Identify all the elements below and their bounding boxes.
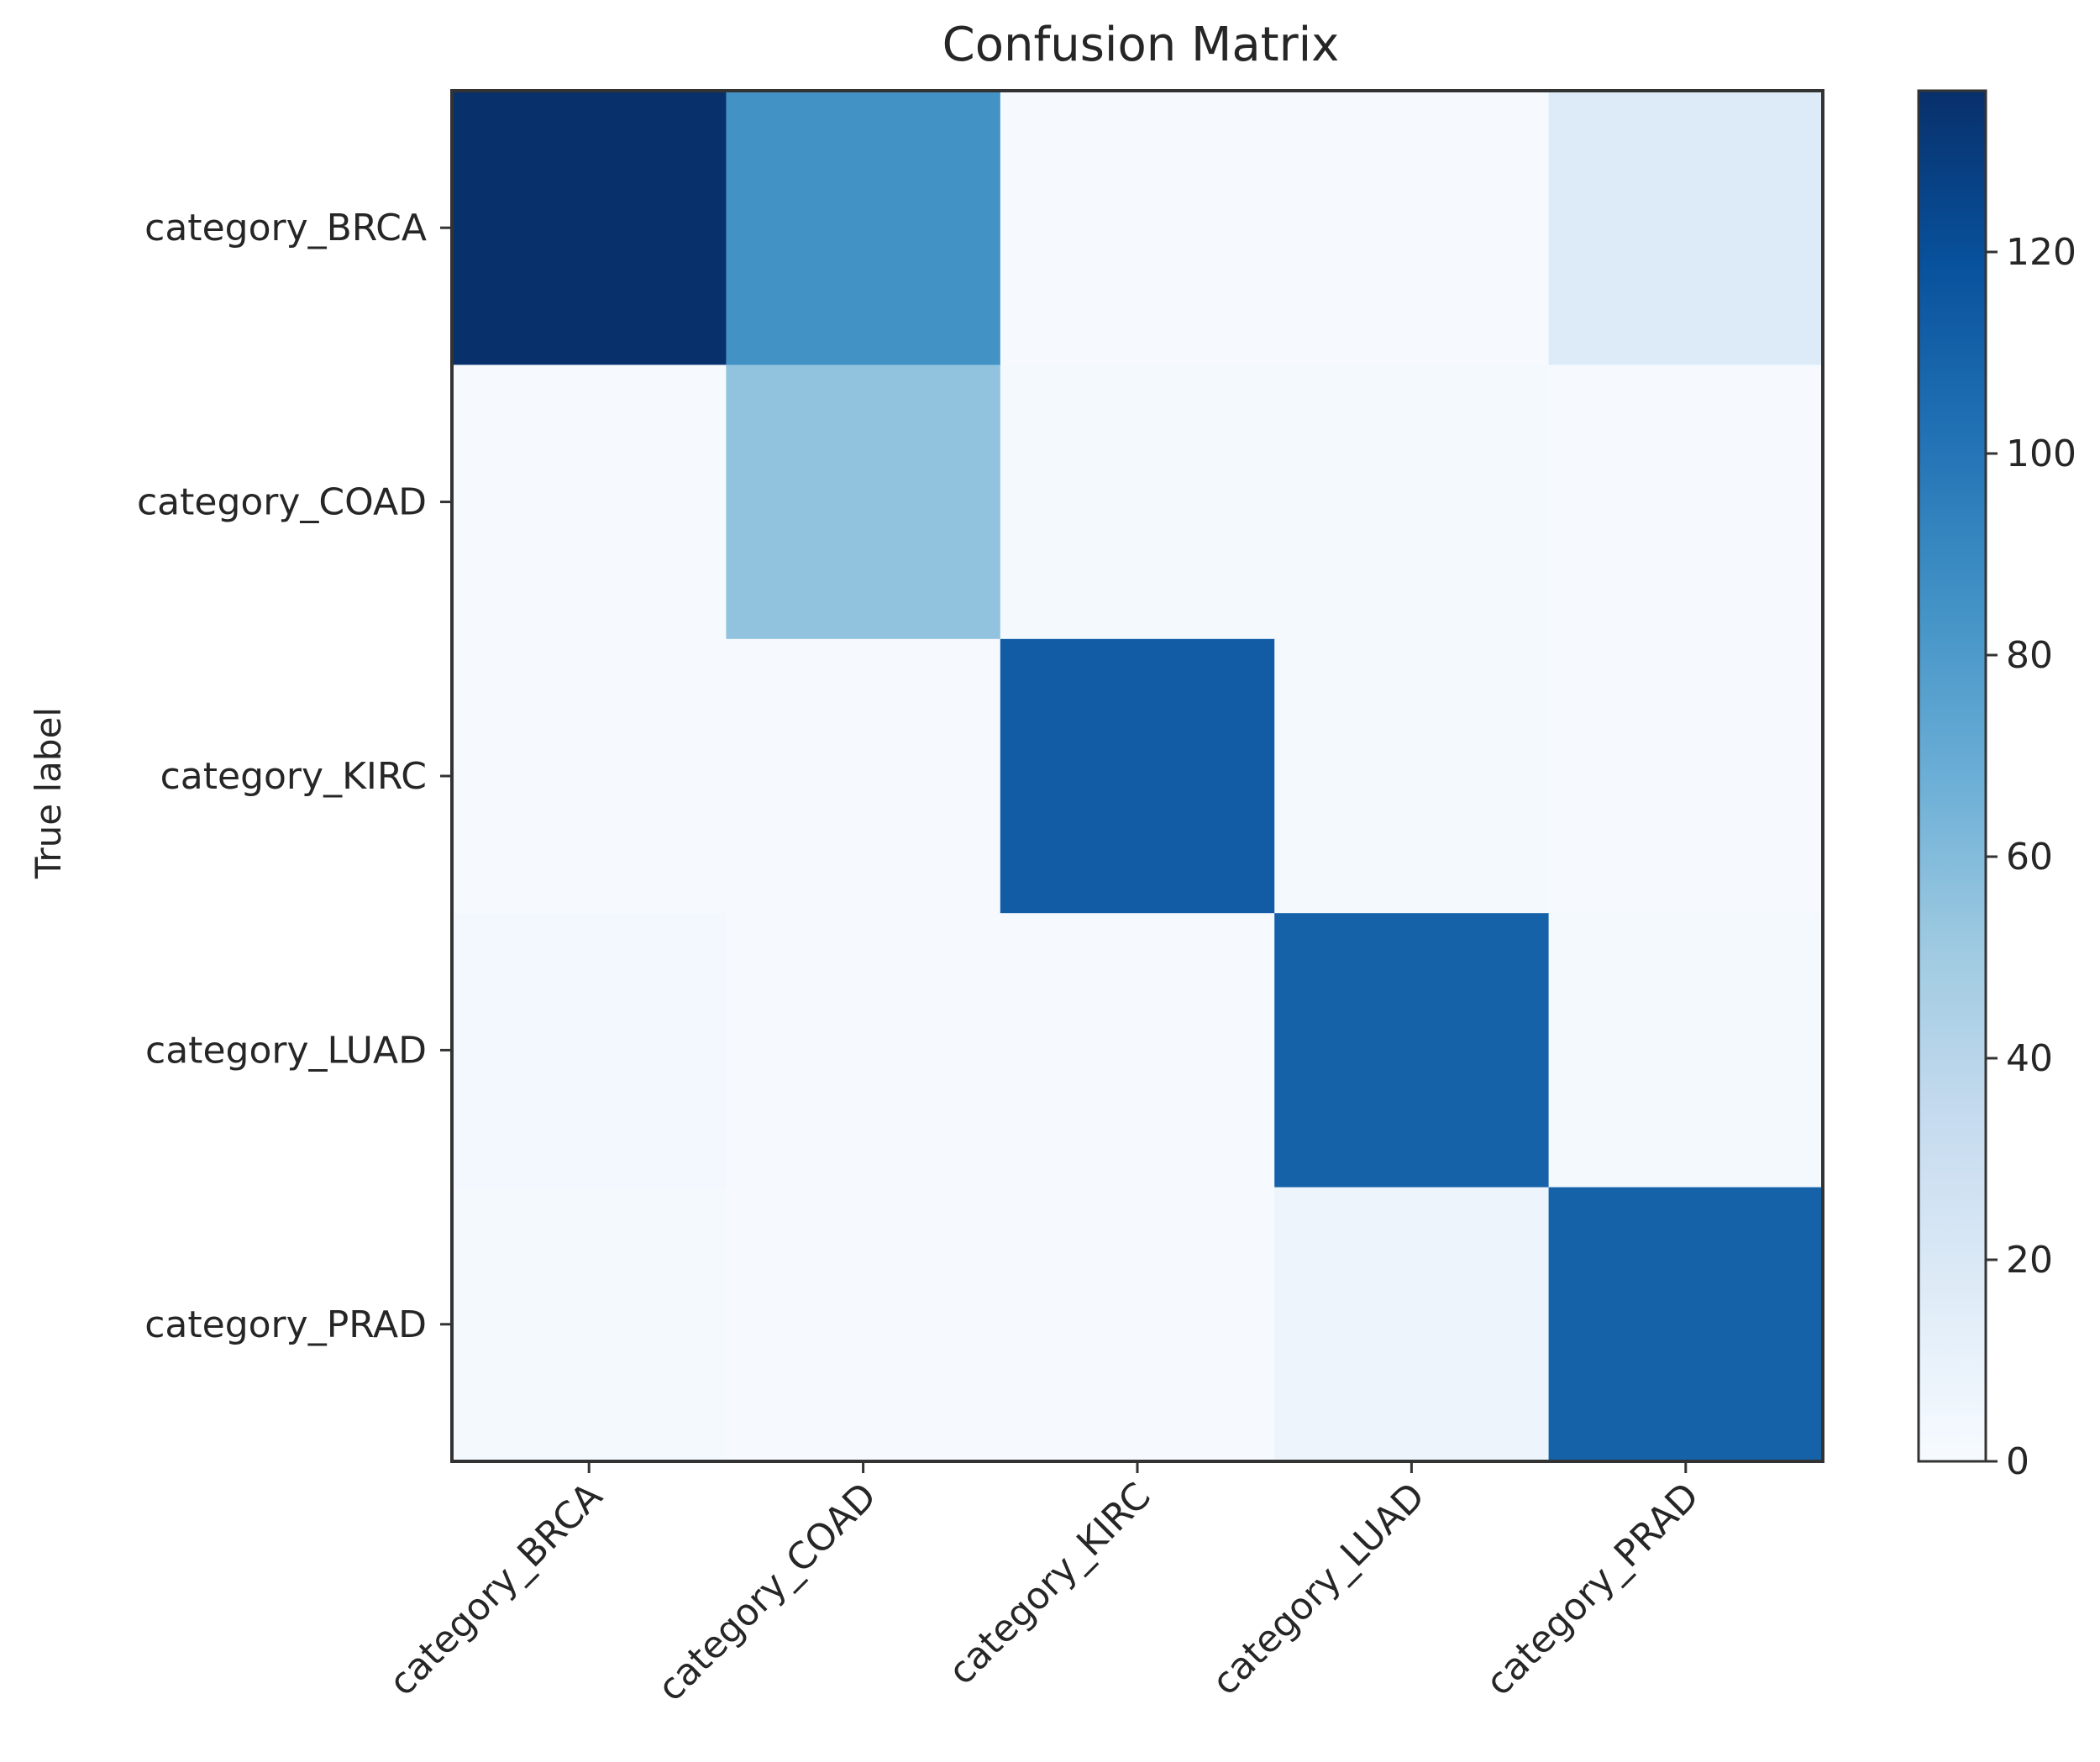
heatmap-cell-r0-c0 — [452, 91, 727, 365]
heatmap-cell-r4-c1 — [726, 1187, 1001, 1462]
heatmap-cell-r3-c1 — [726, 913, 1001, 1188]
chart-title: Confusion Matrix — [942, 18, 1340, 72]
heatmap-cell-r1-c3 — [1274, 364, 1550, 640]
row-tick-label: category_COAD — [137, 481, 427, 524]
heatmap-cell-r0-c4 — [1548, 91, 1824, 365]
heatmap-cell-r1-c1 — [726, 364, 1001, 640]
colorbar-tick-label: 60 — [2006, 836, 2053, 878]
heatmap-cell-r3-c4 — [1548, 913, 1824, 1188]
heatmap-cell-r1-c2 — [1000, 364, 1275, 640]
heatmap-cell-r2-c4 — [1548, 638, 1824, 914]
column-tick-labels: category_BRCA category_COAD category_KIRC c… — [381, 1461, 1708, 1710]
row-tick-label: category_BRCA — [144, 207, 427, 249]
heatmap-cell-r2-c0 — [452, 638, 727, 914]
colorbar-tick-label: 80 — [2006, 634, 2053, 677]
row-tick-label: category_LUAD — [145, 1029, 427, 1072]
colorbar-tick-label: 40 — [2006, 1037, 2053, 1080]
colorbar-ticks: 0 20 40 60 80 100 120 — [1986, 231, 2076, 1483]
colorbar-tick-label: 20 — [2006, 1239, 2053, 1282]
heatmap-cell-r4-c3 — [1274, 1187, 1550, 1462]
heatmap-cell-r3-c2 — [1000, 913, 1275, 1188]
column-tick-label: category_COAD — [649, 1475, 885, 1710]
heatmap-cell-r0-c3 — [1274, 91, 1550, 365]
row-tick-label: category_KIRC — [160, 755, 427, 798]
column-tick-label: category_PRAD — [1478, 1475, 1707, 1704]
heatmap-cell-r2-c2 — [1000, 638, 1275, 914]
column-tick-label: category_KIRC — [940, 1475, 1158, 1693]
heatmap-cell-r4-c4 — [1548, 1187, 1824, 1462]
column-tick-label: category_LUAD — [1204, 1475, 1433, 1704]
column-tick-label: category_BRCA — [381, 1475, 611, 1705]
colorbar — [1917, 89, 1987, 1463]
colorbar-tick-label: 120 — [2006, 231, 2076, 274]
heatmap-cell-r0-c2 — [1000, 91, 1275, 365]
y-axis-label: True label — [28, 707, 69, 879]
heatmap-cell-r4-c0 — [452, 1187, 727, 1462]
row-tick-labels: category_BRCA category_COAD category_KIRCc… — [137, 207, 452, 1346]
colorbar-tick-label: 0 — [2006, 1440, 2029, 1483]
heatmap-cell-r4-c2 — [1000, 1187, 1275, 1462]
heatmap-cell-r2-c3 — [1274, 638, 1550, 914]
heatmap-cell-r3-c0 — [452, 913, 727, 1188]
row-tick-label: category_PRAD — [144, 1303, 427, 1346]
colorbar-tick-label: 100 — [2006, 433, 2076, 475]
heatmap-cell-r1-c4 — [1548, 364, 1824, 640]
heatmap-cell-r1-c0 — [452, 364, 727, 640]
heatmap-cell-r2-c1 — [726, 638, 1001, 914]
heatmap-cell-r0-c1 — [726, 91, 1001, 365]
heatmap-cell-r3-c3 — [1274, 913, 1550, 1188]
heatmap-cells — [452, 91, 1824, 1462]
